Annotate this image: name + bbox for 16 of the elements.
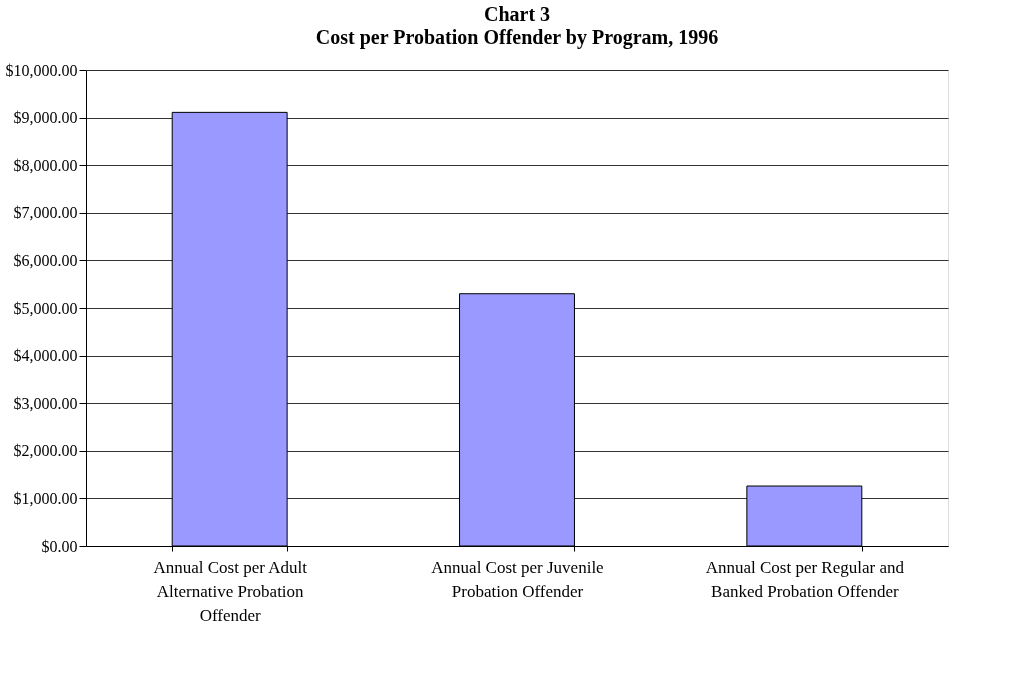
chart-subtitle: Cost per Probation Offender by Program, 1996 [315, 26, 719, 49]
x-tick-label: Annual Cost per Regular and Banked Probation Offender [705, 557, 905, 601]
y-tick-label: $1,000.00 [13, 489, 78, 507]
y-tick-label: $4,000.00 [13, 347, 78, 365]
y-tick-label: $2,000.00 [13, 442, 78, 460]
y-tick-label: $5,000.00 [13, 299, 78, 317]
y-tick-label: $10,000.00 [5, 61, 78, 79]
y-tick-label: $9,000.00 [13, 109, 78, 127]
y-tick-label: $0.00 [41, 537, 78, 555]
chart-title: Chart 3 [483, 3, 551, 25]
y-tick-label: $7,000.00 [13, 204, 78, 222]
y-tick-label: $8,000.00 [13, 156, 78, 174]
y-tick-label: $6,000.00 [13, 251, 78, 269]
y-tick-label: $3,000.00 [13, 394, 78, 412]
x-tick-label: Annual Cost per Adult Alternative Probation Offender [153, 557, 308, 625]
x-tick-label: Annual Cost per Juvenile Probation Offender [431, 557, 604, 601]
